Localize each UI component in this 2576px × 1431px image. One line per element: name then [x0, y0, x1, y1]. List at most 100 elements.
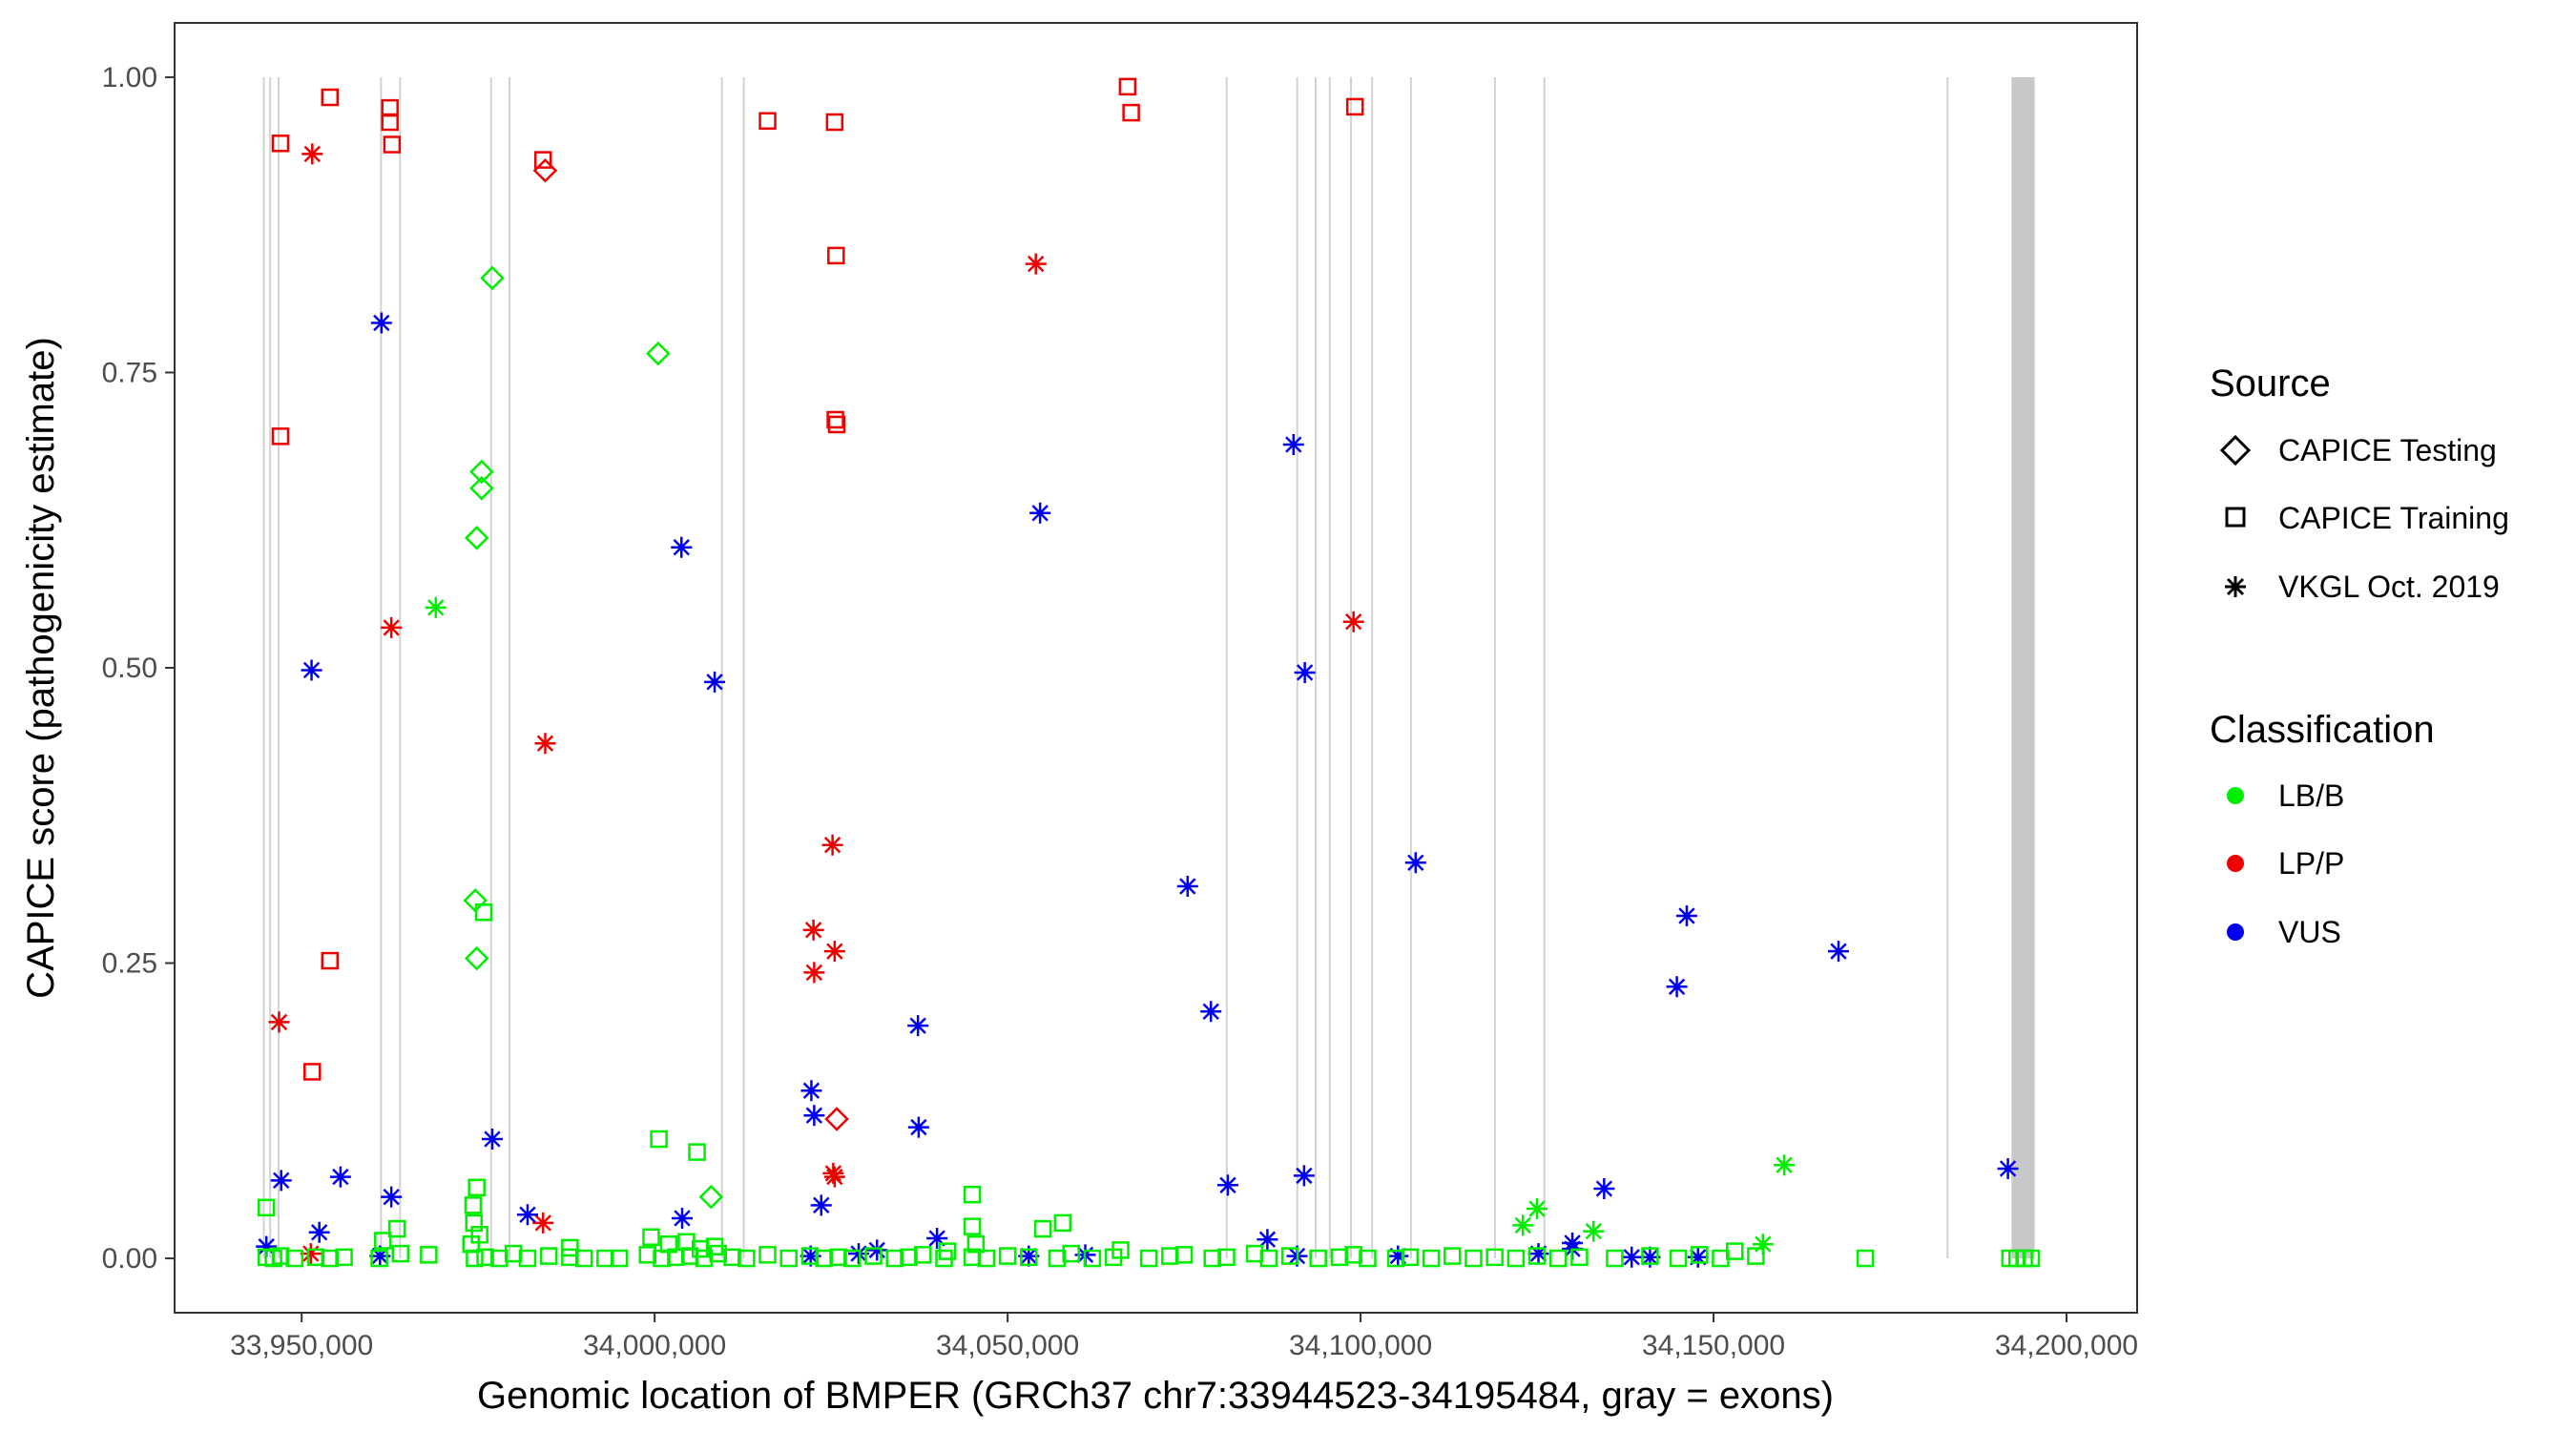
exon-band [1493, 76, 1496, 1259]
data-point [1282, 434, 1304, 455]
data-point [469, 476, 494, 501]
data-point [1485, 1248, 1504, 1267]
asterisk-icon [2225, 576, 2246, 597]
data-point [303, 1063, 322, 1081]
data-point [464, 945, 489, 971]
data-point [425, 596, 447, 618]
data-point [1342, 611, 1364, 633]
data-point [672, 1207, 694, 1229]
legend-source-label: VKGL Oct. 2019 [2278, 570, 2500, 604]
red-dot-icon [2227, 855, 2244, 872]
exon-band [1225, 76, 1228, 1259]
data-point [1025, 253, 1047, 275]
data-point [1122, 103, 1140, 122]
data-point [1293, 1165, 1315, 1187]
data-point [1404, 852, 1426, 874]
data-point [1111, 1241, 1130, 1259]
data-point [864, 1247, 883, 1265]
exon-band [1409, 76, 1412, 1259]
data-point [825, 113, 844, 132]
exon-band [1328, 76, 1331, 1259]
exon-band [1371, 76, 1374, 1259]
data-point [465, 1213, 483, 1233]
data-point [539, 1247, 558, 1265]
data-point [1506, 1249, 1526, 1268]
data-point [1512, 1214, 1534, 1236]
data-point [998, 1247, 1017, 1265]
data-point [268, 1011, 290, 1033]
data-point [826, 410, 844, 429]
x-tick-label: 34,000,000 [583, 1330, 726, 1361]
data-point [1690, 1246, 1709, 1264]
data-point [866, 1239, 888, 1261]
data-point [800, 1080, 822, 1102]
x-tick-label: 34,200,000 [1995, 1330, 2138, 1361]
data-point [671, 536, 693, 558]
exon-band [1349, 76, 1352, 1259]
data-point [1639, 1246, 1661, 1268]
data-point [698, 1184, 724, 1210]
data-point [758, 1246, 777, 1264]
data-point [1200, 1001, 1222, 1023]
data-point [383, 135, 402, 154]
data-point [1583, 1220, 1605, 1242]
data-point [464, 1196, 483, 1214]
data-point [464, 526, 489, 550]
y-tick-label: 0.50 [102, 653, 157, 684]
data-point [827, 246, 845, 265]
data-point [1280, 1247, 1299, 1265]
data-point [688, 1143, 706, 1161]
data-point [481, 1129, 503, 1150]
legend-class-label: LP/P [2278, 846, 2344, 881]
data-point [1029, 502, 1051, 524]
data-point [270, 1170, 292, 1192]
data-point [843, 1249, 862, 1268]
legend-source-title: Source [2210, 363, 2331, 404]
exon-band [278, 76, 280, 1259]
legend-class-title: Classification [2210, 709, 2435, 751]
data-point [650, 1130, 668, 1149]
data-point [321, 88, 340, 107]
data-point [1549, 1249, 1568, 1268]
data-point [823, 941, 845, 963]
data-point [977, 1249, 996, 1268]
data-point [810, 1194, 832, 1216]
data-point [823, 1166, 845, 1188]
data-point [926, 1228, 948, 1249]
exon-band [269, 76, 272, 1259]
data-point [1083, 1249, 1102, 1268]
y-axis-title: CAPICE score (pathogenicity estimate) [20, 337, 62, 999]
data-point [824, 1107, 849, 1131]
data-point [1033, 1219, 1052, 1238]
data-point [1345, 97, 1364, 116]
data-point [1669, 1249, 1688, 1268]
data-point [1465, 1249, 1483, 1268]
data-point [561, 1238, 579, 1257]
exon-band [1946, 76, 1949, 1259]
data-point [256, 1235, 278, 1257]
data-point [1997, 1157, 2019, 1179]
data-point [285, 1249, 304, 1268]
data-point [610, 1249, 629, 1268]
data-point [1422, 1249, 1441, 1268]
data-point [822, 1162, 844, 1184]
y-tick-label: 1.00 [102, 62, 157, 93]
data-point [907, 1015, 929, 1037]
data-point [374, 1232, 392, 1250]
legend-source-item-training: CAPICE Training [2225, 501, 2509, 535]
data-point [1294, 661, 1316, 683]
data-point [737, 1249, 756, 1268]
legend-source-item-testing: CAPICE Testing [2219, 433, 2497, 467]
data-point [1020, 1248, 1038, 1267]
data-point [387, 1219, 406, 1238]
data-point [914, 1246, 932, 1264]
data-point [518, 1249, 537, 1268]
data-point [1606, 1249, 1624, 1268]
data-point [1139, 1249, 1158, 1268]
data-point [574, 1249, 593, 1268]
data-point [803, 962, 825, 984]
data-point [1387, 1245, 1409, 1267]
data-point [1570, 1248, 1589, 1267]
data-point [779, 1249, 798, 1268]
